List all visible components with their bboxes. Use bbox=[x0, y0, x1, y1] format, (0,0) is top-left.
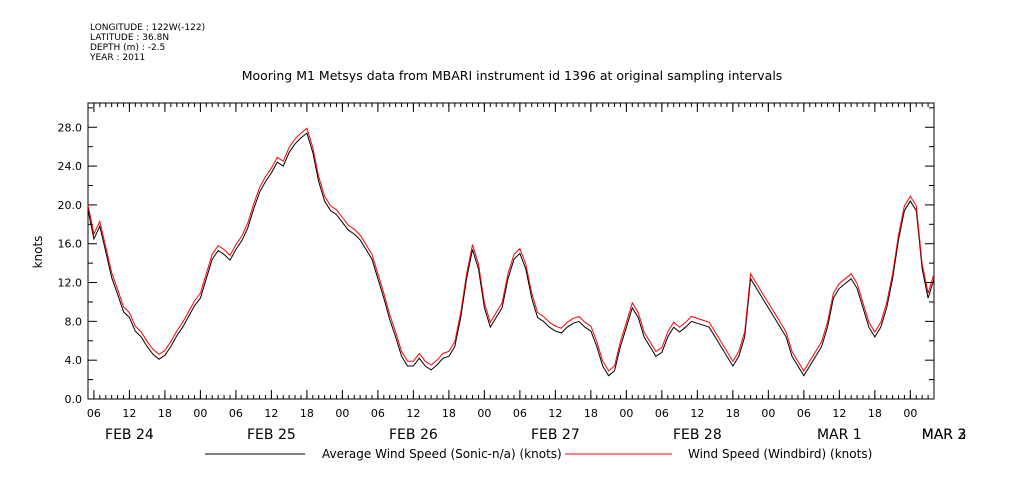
x-tick-label: 06 bbox=[797, 407, 811, 420]
y-tick-label: 0.0 bbox=[65, 393, 83, 406]
x-tick-label: 00 bbox=[193, 407, 207, 420]
x-tick-label: 18 bbox=[442, 407, 456, 420]
y-tick-label: 12.0 bbox=[58, 277, 83, 290]
plot-frame bbox=[87, 102, 935, 400]
legend: Average Wind Speed (Sonic-n/a) (knots) W… bbox=[205, 447, 872, 461]
series-line-average bbox=[87, 132, 935, 377]
x-tick-label: 18 bbox=[726, 407, 740, 420]
x-tick-label: 06 bbox=[229, 407, 243, 420]
y-tick-label: 16.0 bbox=[58, 238, 83, 251]
meta-latitude: LATITUDE : 36.8N bbox=[90, 33, 169, 43]
x-day-label: FEB 24 bbox=[105, 427, 154, 443]
x-tick-label: 12 bbox=[832, 407, 846, 420]
y-tick-label: 8.0 bbox=[65, 315, 83, 328]
series-line-windbird bbox=[87, 127, 935, 372]
x-tick-label: 00 bbox=[619, 407, 633, 420]
x-tick-label: 12 bbox=[264, 407, 278, 420]
x-tick-label: 18 bbox=[300, 407, 314, 420]
x-day-label: FEB 27 bbox=[531, 427, 580, 443]
x-tick-label: 06 bbox=[371, 407, 385, 420]
meta-longitude: LONGITUDE : 122W(-122) bbox=[90, 23, 205, 33]
y-tick-label: 24.0 bbox=[58, 160, 83, 173]
x-day-label: FEB 26 bbox=[389, 427, 438, 443]
x-tick-label: 00 bbox=[903, 407, 917, 420]
x-tick-label: 12 bbox=[690, 407, 704, 420]
legend-label-windbird: Wind Speed (Windbird) (knots) bbox=[688, 447, 872, 461]
x-day-label: FEB 28 bbox=[673, 427, 722, 443]
x-day-label: MAR 2 bbox=[922, 427, 967, 443]
x-day-label: MAR 1 bbox=[817, 427, 862, 443]
y-axis-label: knots bbox=[31, 236, 45, 269]
x-tick-label: 00 bbox=[335, 407, 349, 420]
legend-label-average: Average Wind Speed (Sonic-n/a) (knots) bbox=[322, 447, 562, 461]
x-tick-label: 18 bbox=[868, 407, 882, 420]
chart-title: Mooring M1 Metsys data from MBARI instru… bbox=[242, 68, 783, 83]
x-tick-label: 18 bbox=[584, 407, 598, 420]
x-tick-label: 00 bbox=[761, 407, 775, 420]
x-day-label: MAR 3 bbox=[922, 427, 967, 443]
y-axis: 0.0 4.0 8.0 12.0 16.0 20.0 24.0 28.0 bbox=[58, 107, 934, 406]
x-tick-label: 06 bbox=[655, 407, 669, 420]
metadata-block: LONGITUDE : 122W(-122) LATITUDE : 36.8N … bbox=[89, 23, 205, 63]
y-tick-label: 28.0 bbox=[58, 121, 83, 134]
y-tick-label: 20.0 bbox=[58, 199, 83, 212]
meta-depth: DEPTH (m) : -2.5 bbox=[90, 43, 165, 53]
y-tick-label: 4.0 bbox=[65, 354, 83, 367]
x-tick-label: 06 bbox=[513, 407, 527, 420]
x-tick-label: 12 bbox=[406, 407, 420, 420]
x-axis: 06 12 18 00 06 12 18 00 06 12 18 00 06 12 18 00 06 12 18 00… bbox=[87, 103, 966, 443]
x-tick-label: 18 bbox=[158, 407, 172, 420]
x-day-label: FEB 25 bbox=[247, 427, 296, 443]
x-tick-label: 00 bbox=[477, 407, 491, 420]
x-tick-label: 12 bbox=[548, 407, 562, 420]
meta-year: YEAR : 2011 bbox=[89, 53, 145, 63]
series-group bbox=[87, 127, 935, 377]
x-tick-label: 06 bbox=[87, 407, 101, 420]
x-tick-label: 12 bbox=[122, 407, 136, 420]
